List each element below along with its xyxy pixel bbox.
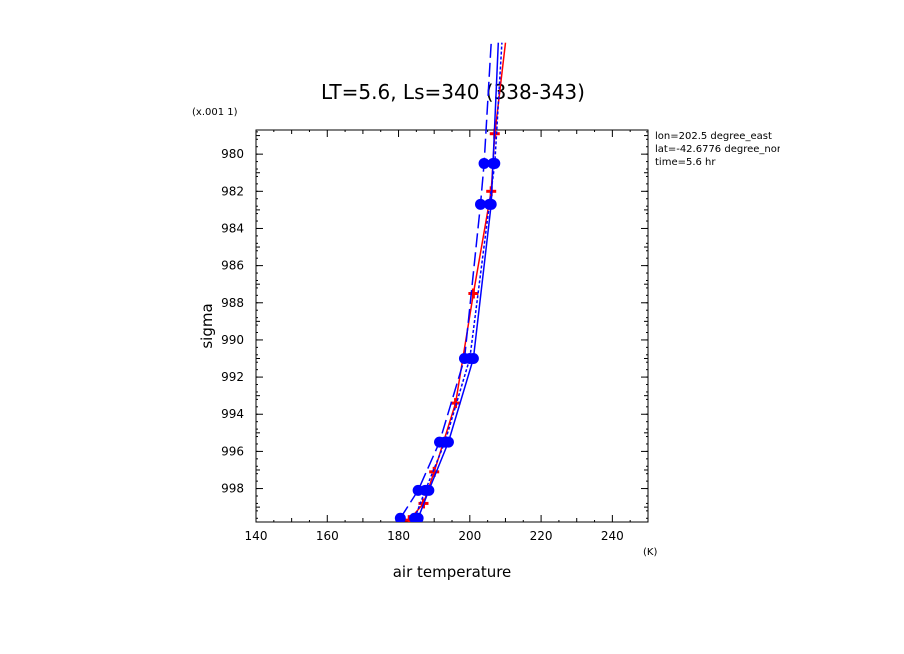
y-tick-label: 986 (221, 259, 244, 273)
y-axis: 980 982 984 986 988 990 992 994 996 998 (221, 131, 648, 519)
y-tick-label: 984 (221, 221, 244, 235)
series-line-blue-dotted-dot (413, 42, 503, 519)
data-point-dot (478, 157, 490, 169)
info-line-lon: lon=202.5 degree_east (655, 131, 772, 142)
y-tick-label: 996 (221, 444, 244, 458)
data-point-dot (419, 484, 431, 496)
data-point-dot (483, 198, 495, 210)
y-tick-label: 988 (221, 296, 244, 310)
series-layer (394, 42, 507, 522)
x-axis-unit: (K) (643, 547, 657, 558)
y-axis-label: sigma (198, 303, 216, 348)
data-point-dot (394, 512, 406, 522)
data-point-dot (475, 198, 487, 210)
info-clip-mask (780, 128, 904, 172)
x-tick-label: 240 (601, 529, 624, 543)
y-tick-label: 982 (221, 184, 244, 198)
x-tick-label: 220 (530, 529, 553, 543)
y-tick-label: 990 (221, 333, 244, 347)
data-point-dot (439, 436, 451, 448)
x-axis: 140 160 180 200 220 240 (245, 130, 649, 543)
data-point-dot (489, 157, 501, 169)
x-tick-label: 160 (316, 529, 339, 543)
y-tick-label: 994 (221, 407, 244, 421)
y-multiplier-label: (x.001 1) (192, 107, 238, 118)
series-line-red-solid-plus (408, 42, 507, 521)
x-axis-label: air temperature (393, 563, 512, 581)
chart-title: LT=5.6, Ls=340 (338-343) (321, 80, 585, 104)
data-point-plus (450, 398, 461, 409)
x-tick-label: 140 (245, 529, 268, 543)
data-point-plus (468, 288, 479, 299)
y-tick-label: 980 (221, 147, 244, 161)
info-line-lat: lat=-42.6776 degree_north (655, 144, 791, 155)
plot-frame (255, 129, 649, 523)
x-tick-label: 200 (458, 529, 481, 543)
x-tick-label: 180 (387, 529, 410, 543)
info-annotations: lon=202.5 degree_east lat=-42.6776 degre… (655, 131, 791, 168)
data-point-dot (464, 353, 476, 365)
y-tick-label: 998 (221, 482, 244, 496)
y-tick-label: 992 (221, 370, 244, 384)
data-point-dot (409, 512, 421, 522)
info-line-time: time=5.6 hr (655, 157, 716, 168)
